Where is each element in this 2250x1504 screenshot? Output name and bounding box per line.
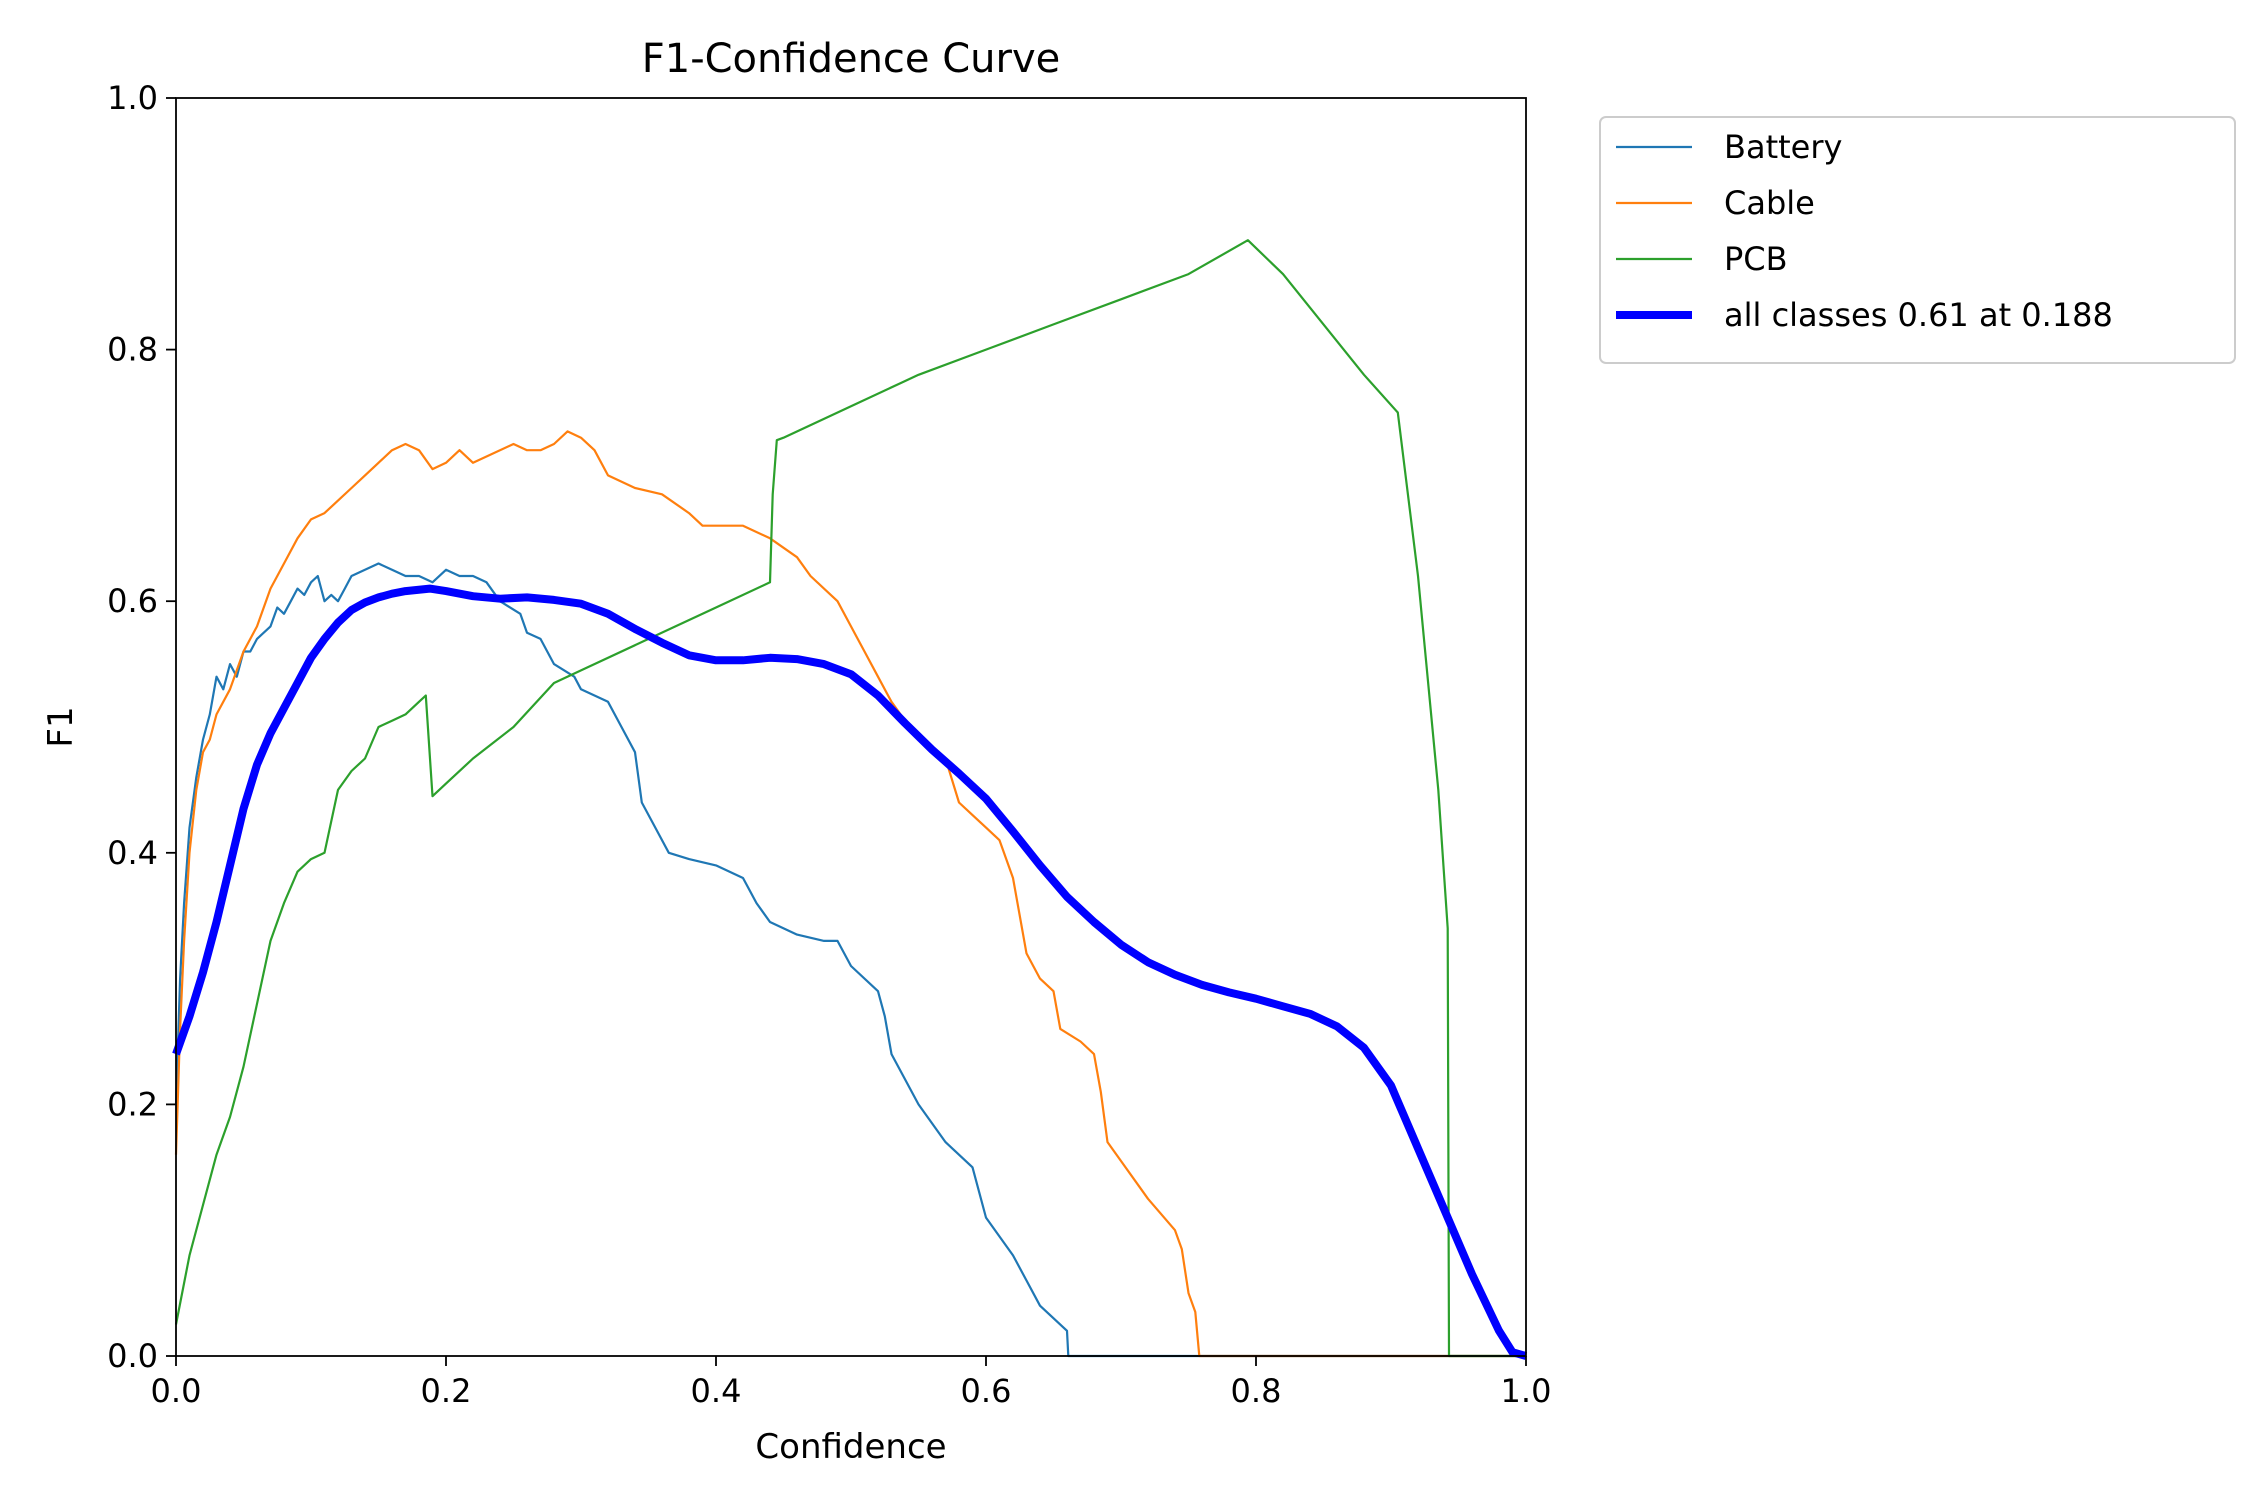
legend: Battery Cable PCB all classes 0.61 at 0.188: [1599, 116, 2236, 364]
series-line-2: [174, 239, 1526, 1358]
legend-label: Battery: [1724, 128, 1842, 166]
y-tick-label: 1.0: [107, 79, 158, 117]
axes-frame: [175, 97, 1527, 1357]
legend-label: all classes 0.61 at 0.188: [1724, 296, 2113, 334]
x-tick-label: 0.0: [151, 1372, 202, 1410]
legend-label: Cable: [1724, 184, 1815, 222]
x-tick-label: 0.8: [1231, 1372, 1282, 1410]
legend-label: PCB: [1724, 240, 1788, 278]
legend-frame: [1599, 116, 2236, 364]
y-tick-label: 0.6: [107, 582, 158, 620]
y-axis-label: F1: [41, 706, 81, 747]
y-tick-label: 0.0: [107, 1337, 158, 1375]
series-line-0: [174, 562, 1526, 1358]
ticks-layer: 0.0 0.2 0.4 0.6 0.8 1.0 0.0 0.2 0.4 0.6 0.8 1.0: [107, 79, 1551, 1410]
x-tick-label: 0.6: [961, 1372, 1012, 1410]
y-tick-label: 0.8: [107, 331, 158, 369]
series-line-3: [172, 584, 1528, 1360]
x-axis-label: Confidence: [755, 1427, 946, 1467]
x-tick-label: 0.2: [421, 1372, 472, 1410]
chart-title: F1-Confidence Curve: [642, 36, 1061, 82]
series-layer: [172, 239, 1528, 1360]
y-tick-label: 0.4: [107, 834, 158, 872]
x-tick-label: 0.4: [691, 1372, 742, 1410]
x-tick-label: 1.0: [1501, 1372, 1552, 1410]
y-tick-label: 0.2: [107, 1085, 158, 1123]
series-line-1: [174, 430, 1526, 1358]
